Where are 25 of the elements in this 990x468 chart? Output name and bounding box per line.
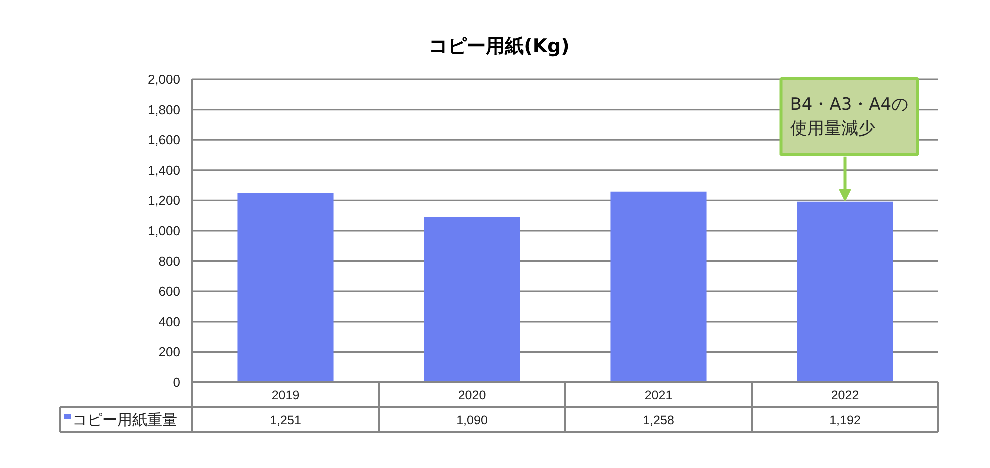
y-tick-label: 200: [158, 344, 181, 360]
y-tick-label: 0: [173, 375, 181, 390]
x-tick-label: 2020: [458, 388, 486, 402]
data-label: 1,251: [270, 414, 302, 428]
y-tick-label: 800: [158, 254, 181, 269]
x-tick-label: 2021: [644, 388, 673, 402]
bar: [238, 192, 334, 382]
y-tick-label: 400: [158, 314, 181, 330]
data-label: 1,090: [456, 414, 488, 428]
y-tick-label: 1,400: [148, 162, 181, 178]
x-tick-label: 2022: [831, 388, 860, 402]
y-tick-label: 1,800: [148, 102, 181, 118]
data-label: 1,192: [830, 414, 861, 428]
bar: [797, 202, 894, 382]
y-tick-label: 1,200: [148, 193, 181, 208]
y-tick-label: 1,600: [148, 132, 181, 148]
bar: [610, 192, 707, 382]
x-tick-label: 2019: [272, 388, 300, 402]
y-tick-label: 600: [158, 284, 181, 300]
chart-title: コピー用紙(Kg): [429, 36, 570, 58]
bar: [424, 217, 520, 382]
y-tick-label: 1,000: [148, 224, 181, 238]
legend-label: コピー用紙重量: [72, 411, 178, 429]
data-label: 1,258: [643, 414, 674, 428]
annotation: B4・A3・A4の使用量減少: [790, 94, 909, 139]
